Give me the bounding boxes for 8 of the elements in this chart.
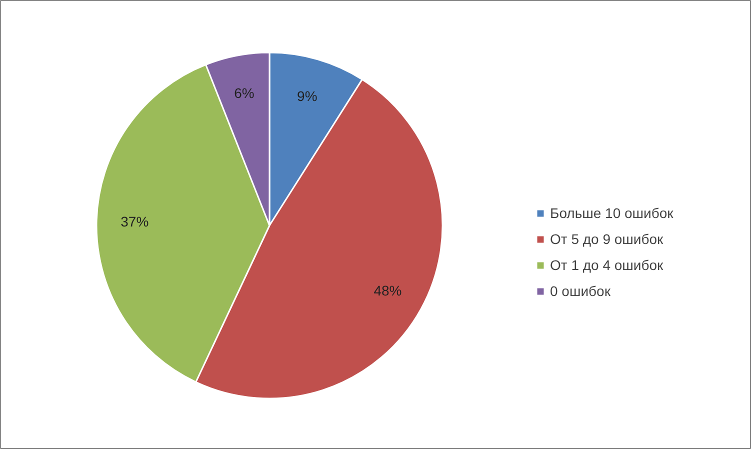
data-label: 48%: [374, 282, 402, 299]
data-label: 9%: [297, 88, 318, 104]
legend-label: От 5 до 9 ошибок: [550, 231, 664, 247]
legend-label: 0 ошибок: [550, 283, 610, 299]
legend-label: От 1 до 4 ошибок: [550, 257, 664, 273]
data-label: 6%: [234, 84, 254, 101]
legend-label: Больше 10 ошибок: [550, 205, 674, 221]
data-label: 37%: [120, 213, 149, 230]
